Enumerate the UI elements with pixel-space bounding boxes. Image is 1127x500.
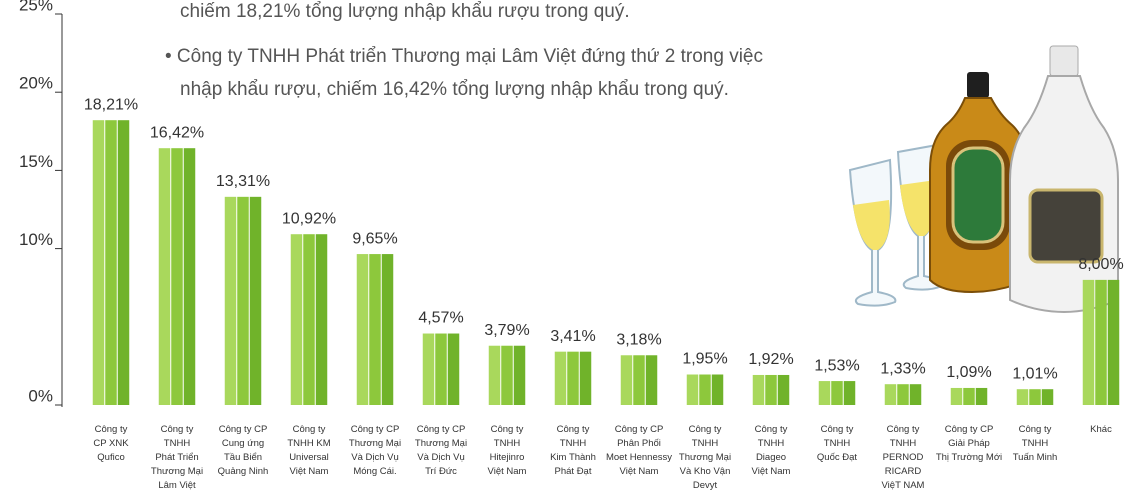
value-label: 3,18% — [616, 331, 661, 348]
bar — [831, 381, 843, 405]
annotation: • Công ty TNHH Phát triển Thương mại Lâm… — [165, 46, 763, 67]
bar — [184, 148, 196, 405]
bar — [225, 197, 237, 405]
bar — [514, 346, 526, 405]
bar — [910, 384, 922, 405]
bar — [382, 254, 394, 405]
bar — [765, 375, 777, 405]
bar — [1017, 389, 1029, 405]
bar — [1108, 280, 1120, 405]
value-label: 13,31% — [216, 173, 270, 190]
bar — [369, 254, 381, 405]
annotation: chiếm 18,21% tổng lượng nhập khẩu rượu t… — [180, 1, 630, 22]
bar — [555, 352, 567, 405]
value-label: 1,33% — [880, 360, 925, 377]
bar — [489, 346, 501, 405]
value-label: 8,00% — [1078, 256, 1123, 273]
bar — [159, 148, 171, 405]
annotation: nhập khẩu rượu, chiếm 16,42% tổng lượng … — [180, 79, 729, 100]
value-label: 9,65% — [352, 230, 397, 247]
bar — [435, 334, 447, 405]
value-label: 3,41% — [550, 328, 595, 345]
value-label: 1,92% — [748, 351, 793, 368]
bar — [567, 352, 579, 405]
bar — [885, 384, 897, 405]
bar — [448, 334, 460, 405]
value-label: 3,79% — [484, 322, 529, 339]
y-tick-label: 15% — [19, 152, 53, 171]
bar — [976, 388, 988, 405]
x-tick-label: Khác — [1061, 423, 1127, 437]
y-tick-label: 20% — [19, 74, 53, 93]
bar — [621, 355, 633, 405]
bar — [753, 375, 765, 405]
value-label: 4,57% — [418, 310, 463, 327]
value-label: 1,53% — [814, 357, 859, 374]
bar — [501, 346, 513, 405]
bar — [303, 234, 315, 405]
bar — [93, 120, 105, 405]
bar — [646, 355, 658, 405]
bar — [1083, 280, 1095, 405]
bar — [105, 120, 117, 405]
bar — [118, 120, 130, 405]
bar — [1095, 280, 1107, 405]
bar — [357, 254, 369, 405]
bar — [316, 234, 328, 405]
value-label: 16,42% — [150, 124, 204, 141]
value-label: 1,01% — [1012, 365, 1057, 382]
value-label: 1,95% — [682, 351, 727, 368]
y-tick-label: 10% — [19, 230, 53, 249]
y-tick-label: 25% — [19, 0, 53, 14]
bar — [819, 381, 831, 405]
y-tick-label: 0% — [28, 386, 53, 405]
bar — [963, 388, 975, 405]
bar — [897, 384, 909, 405]
bar — [712, 375, 724, 405]
bar — [250, 197, 262, 405]
bar — [699, 375, 711, 405]
value-label: 1,09% — [946, 364, 991, 381]
page: chiếm 18,21% tổng lượng nhập khẩu rượu t… — [0, 0, 1127, 500]
value-label: 10,92% — [282, 210, 336, 227]
bar — [580, 352, 592, 405]
bar — [423, 334, 435, 405]
bar — [687, 375, 699, 405]
bar — [951, 388, 963, 405]
bar — [171, 148, 183, 405]
bar — [633, 355, 645, 405]
bar — [237, 197, 249, 405]
bar — [1029, 389, 1041, 405]
bar — [291, 234, 303, 405]
bar — [778, 375, 790, 405]
bar — [1042, 389, 1054, 405]
value-label: 18,21% — [84, 96, 138, 113]
bar — [844, 381, 856, 405]
